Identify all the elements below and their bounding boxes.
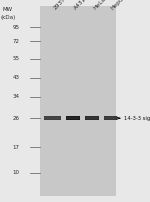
Text: 43: 43 — [12, 75, 20, 80]
Text: 14-3-3 sigma: 14-3-3 sigma — [124, 116, 150, 121]
Text: HeLa: HeLa — [92, 0, 106, 11]
Bar — [66, 116, 80, 120]
Bar — [40, 6, 116, 196]
Bar — [66, 117, 79, 119]
Text: 10: 10 — [12, 170, 20, 175]
Text: 17: 17 — [12, 145, 20, 150]
Bar — [105, 117, 116, 119]
Text: 293T: 293T — [52, 0, 66, 11]
Bar — [44, 116, 61, 120]
Text: HepG2: HepG2 — [110, 0, 128, 11]
Text: (kDa): (kDa) — [1, 15, 16, 20]
Bar — [85, 116, 99, 120]
Text: 55: 55 — [12, 56, 20, 61]
Text: 26: 26 — [12, 116, 20, 121]
Text: MW: MW — [2, 7, 12, 12]
Bar — [45, 117, 60, 119]
Text: 95: 95 — [12, 25, 20, 30]
Text: A431: A431 — [73, 0, 87, 11]
Bar — [104, 116, 117, 120]
Text: 72: 72 — [12, 39, 20, 44]
Text: 34: 34 — [12, 95, 20, 99]
Bar — [86, 117, 98, 119]
